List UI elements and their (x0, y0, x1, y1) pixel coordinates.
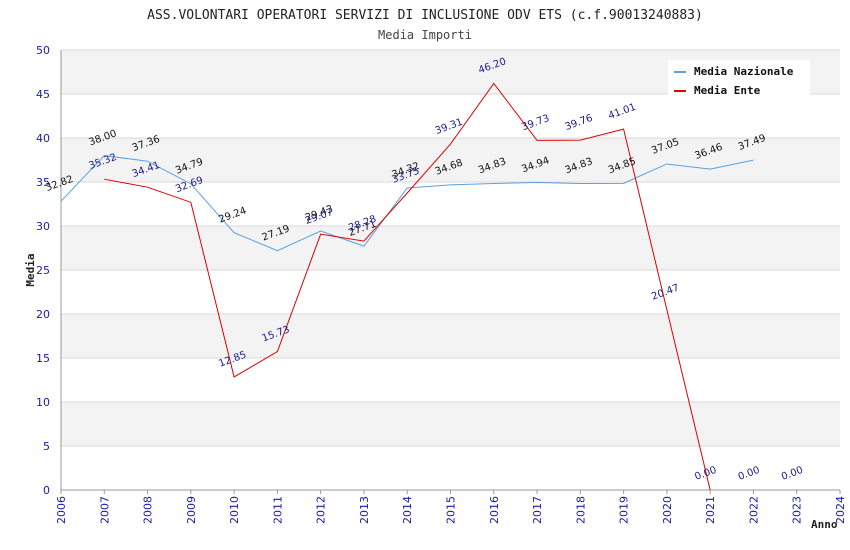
x-tick-label: 2024 (834, 496, 847, 524)
x-tick-label: 2013 (358, 496, 371, 524)
x-tick-label: 2011 (271, 496, 284, 524)
y-tick-label: 20 (36, 308, 50, 321)
x-tick-label: 2021 (704, 496, 717, 524)
y-tick-label: 0 (43, 484, 50, 497)
plot-band (61, 270, 840, 314)
x-tick-label: 2008 (142, 496, 155, 524)
x-tick-label: 2022 (747, 496, 760, 524)
x-tick-label: 2009 (185, 496, 198, 524)
plot-band (61, 402, 840, 446)
x-tick-label: 2012 (315, 496, 328, 524)
media-ente-line (104, 82, 711, 491)
y-tick-label: 25 (36, 264, 50, 277)
y-tick-label: 40 (36, 132, 50, 145)
y-tick-label: 5 (43, 440, 50, 453)
x-tick-label: 2019 (618, 496, 631, 524)
x-tick-label: 2015 (445, 496, 458, 524)
x-tick-label: 2016 (488, 496, 501, 524)
legend-label-ente: Media Ente (694, 84, 761, 97)
x-tick-label: 2023 (791, 496, 804, 524)
plot-band (61, 226, 840, 270)
plot-band (61, 138, 840, 182)
x-tick-label: 2014 (401, 496, 414, 524)
y-tick-label: 45 (36, 88, 50, 101)
y-tick-label: 30 (36, 220, 50, 233)
x-tick-label: 2020 (661, 496, 674, 524)
plot-background (61, 50, 840, 490)
chart-title: ASS.VOLONTARI OPERATORI SERVIZI DI INCLU… (147, 8, 703, 23)
plot-band (61, 358, 840, 402)
series-lines (60, 82, 754, 491)
y-tick-label: 50 (36, 44, 50, 57)
chart-subtitle: Media Importi (378, 28, 472, 42)
x-axis-ticks: 2006 2007 2008 2009 2010 2011 2012 2013 2014 2015… (55, 490, 847, 524)
y-tick-label: 10 (36, 396, 50, 409)
y-axis-ticks: 0 5 10 15 20 25 30 35 40 45 50 (36, 44, 50, 497)
x-tick-label: 2017 (531, 496, 544, 524)
legend-label-nazionale: Media Nazionale (694, 65, 794, 78)
legend: Media Nazionale Media Ente (668, 60, 810, 100)
x-tick-label: 2010 (228, 496, 241, 524)
x-tick-label: 2018 (574, 496, 587, 524)
y-tick-label: 15 (36, 352, 50, 365)
y-axis-title: Media (24, 253, 37, 286)
x-tick-label: 2006 (55, 496, 68, 524)
x-axis-title: Anno (811, 518, 838, 531)
plot-band (61, 94, 840, 138)
x-tick-label: 2007 (98, 496, 111, 524)
media-nazionale-line (60, 155, 754, 252)
y-tick-label: 35 (36, 176, 50, 189)
plot-band (61, 446, 840, 490)
plot-band (61, 314, 840, 358)
legend-box (668, 60, 810, 100)
